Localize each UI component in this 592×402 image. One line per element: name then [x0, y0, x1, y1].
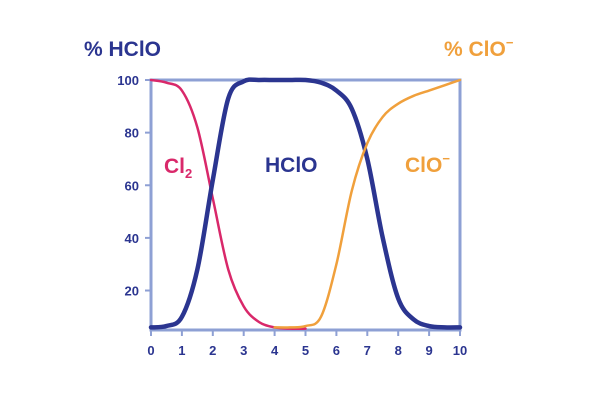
series-line-cl2	[149, 78, 307, 331]
x-tick-label: 0	[147, 343, 154, 358]
y-tick-label: 20	[125, 284, 139, 299]
series-line-clo	[273, 78, 462, 329]
right-axis-title-superscript: −	[506, 35, 514, 50]
y-tick-label: 80	[125, 126, 139, 141]
x-tick-label: 4	[271, 343, 279, 358]
x-tick-label: 1	[178, 343, 185, 358]
x-tick-label: 5	[302, 343, 309, 358]
x-tick-label: 9	[425, 343, 432, 358]
series-label-hclo: HClO	[265, 154, 318, 177]
series-label-cl2-text: Cl	[164, 155, 185, 178]
series-line-hclo	[148, 77, 463, 330]
series-label-clo-superscript: −	[442, 151, 450, 166]
x-tick-label: 8	[395, 343, 402, 358]
x-tick-label: 10	[453, 343, 467, 358]
x-tick-label: 7	[364, 343, 371, 358]
x-tick-label: 6	[333, 343, 340, 358]
right-axis-title: % ClO−	[444, 35, 514, 61]
y-tick-label: 100	[117, 73, 139, 88]
left-axis-title: % HClO	[84, 38, 161, 61]
plot-frame	[149, 78, 462, 332]
series-label-cl2: Cl2	[164, 155, 192, 181]
x-tick-label: 2	[209, 343, 216, 358]
series-label-clo: ClO−	[405, 151, 450, 177]
x-tick-label: 3	[240, 343, 247, 358]
series-label-cl2-subscript: 2	[185, 166, 192, 181]
y-tick-label: 40	[125, 231, 139, 246]
y-tick-label: 60	[125, 178, 139, 193]
series-label-clo-text: ClO	[405, 154, 442, 177]
right-axis-title-text: % ClO	[444, 38, 506, 61]
